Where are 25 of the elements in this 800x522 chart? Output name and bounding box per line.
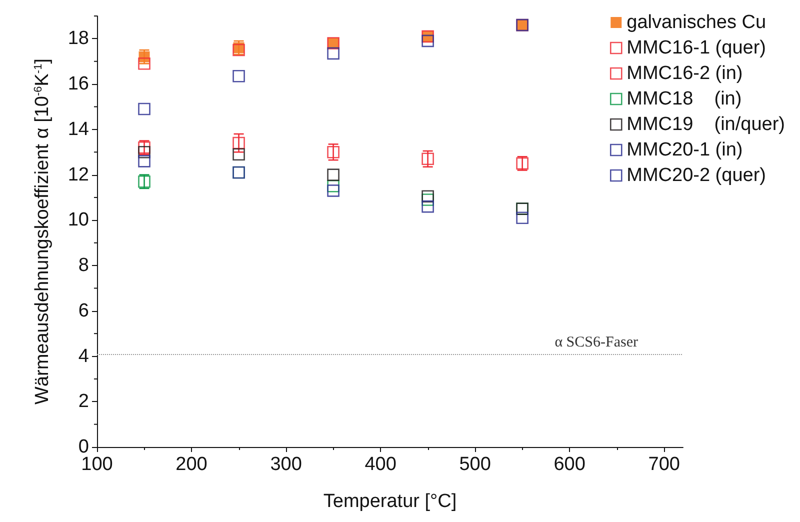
legend-label: MMC18 (in) — [626, 88, 742, 110]
ref-line-label: α SCS6-Faser — [554, 334, 638, 350]
y-tick-label: 14 — [68, 118, 90, 140]
legend-label: MMC19 (in/quer) — [626, 114, 785, 135]
x-tick-label: 300 — [270, 454, 302, 475]
legend-label: galvanisches Cu — [626, 12, 766, 33]
y-tick-label: 16 — [68, 74, 89, 95]
legend-label: MMC20-1 (in) — [626, 140, 743, 160]
y-tick-label: 10 — [68, 210, 89, 231]
x-tick-label: 500 — [459, 454, 491, 475]
legend-label: MMC20-2 (quer) — [626, 165, 766, 186]
y-tick-label: 2 — [78, 391, 89, 412]
x-tick-label: 700 — [648, 454, 680, 475]
y-tick-label: 8 — [78, 255, 89, 276]
y-axis-title: Wärmeausdehnungskoeffizient α [10-6K-1] — [32, 58, 53, 404]
y-tick-label: 4 — [78, 346, 90, 367]
y-tick-label: 6 — [78, 300, 89, 322]
y-tick-label: 18 — [68, 28, 89, 50]
y-tick-label: 12 — [68, 164, 89, 186]
x-axis-title: Temperatur [°C] — [323, 491, 457, 512]
x-tick-label: 600 — [554, 454, 586, 475]
x-tick-label: 400 — [364, 454, 396, 475]
legend-label: MMC16-1 (quer) — [626, 38, 766, 58]
legend-label: MMC16-2 (in) — [626, 63, 743, 84]
x-tick-label: 200 — [176, 454, 208, 475]
